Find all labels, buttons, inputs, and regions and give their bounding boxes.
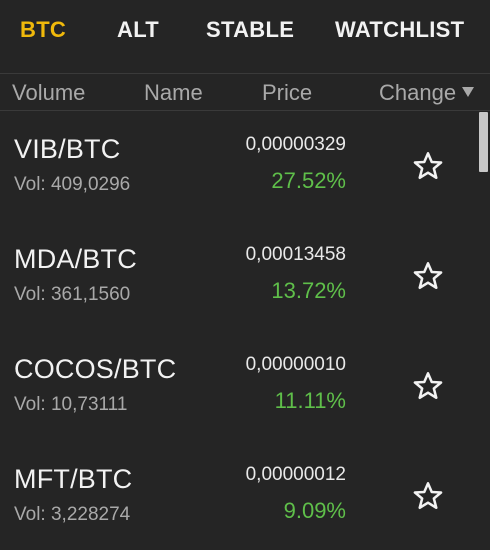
pair-price: 0,00000329 — [245, 134, 346, 155]
market-row[interactable]: VIB/BTC Vol: 409,0296 0,00000329 27.52% — [0, 112, 478, 222]
market-row[interactable]: MFT/BTC Vol: 3,228274 0,00000012 9.09% — [0, 442, 478, 550]
tab-stable[interactable]: STABLE — [206, 17, 295, 42]
pair-name: MDA/BTC — [14, 244, 137, 274]
pair-name: COCOS/BTC — [14, 354, 177, 384]
pair-name: MFT/BTC — [14, 464, 133, 494]
scrollbar[interactable] — [478, 112, 490, 550]
pair-change: 9.09% — [283, 498, 346, 523]
change-column-label: Change — [379, 80, 457, 105]
sort-by-price[interactable]: Price — [262, 80, 313, 105]
tab-btc[interactable]: BTC — [20, 17, 67, 42]
pair-price: 0,00013458 — [245, 244, 346, 265]
scrollbar-thumb[interactable] — [479, 112, 488, 172]
market-row[interactable]: MDA/BTC Vol: 361,1560 0,00013458 13.72% — [0, 222, 478, 332]
sort-by-name[interactable]: Name — [144, 80, 203, 105]
market-row[interactable]: COCOS/BTC Vol: 10,73111 0,00000010 11.11… — [0, 332, 478, 442]
market-list: VIB/BTC Vol: 409,0296 0,00000329 27.52% … — [0, 112, 478, 550]
pair-change: 11.11% — [274, 388, 346, 413]
star-icon[interactable] — [412, 370, 444, 402]
sort-by-volume[interactable]: Volume — [12, 80, 86, 105]
tab-alt[interactable]: ALT — [117, 17, 160, 42]
pair-volume: Vol: 361,1560 — [14, 284, 131, 305]
star-icon[interactable] — [412, 480, 444, 512]
market-tabs: BTC ALT STABLE WATCHLIST — [0, 0, 490, 74]
pair-volume: Vol: 409,0296 — [14, 174, 131, 195]
star-icon[interactable] — [412, 150, 444, 182]
pair-change: 13.72% — [271, 278, 346, 303]
pair-volume: Vol: 3,228274 — [14, 504, 131, 525]
tab-watchlist[interactable]: WATCHLIST — [335, 17, 465, 42]
pair-change: 27.52% — [271, 168, 346, 193]
sort-descending-icon — [462, 87, 475, 98]
star-icon[interactable] — [412, 260, 444, 292]
column-header: Volume Name Price Change — [0, 75, 490, 111]
pair-price: 0,00000010 — [245, 354, 346, 375]
sort-by-change[interactable]: Change — [379, 80, 475, 106]
pair-name: VIB/BTC — [14, 134, 121, 164]
pair-price: 0,00000012 — [245, 464, 346, 485]
pair-volume: Vol: 10,73111 — [14, 394, 128, 415]
